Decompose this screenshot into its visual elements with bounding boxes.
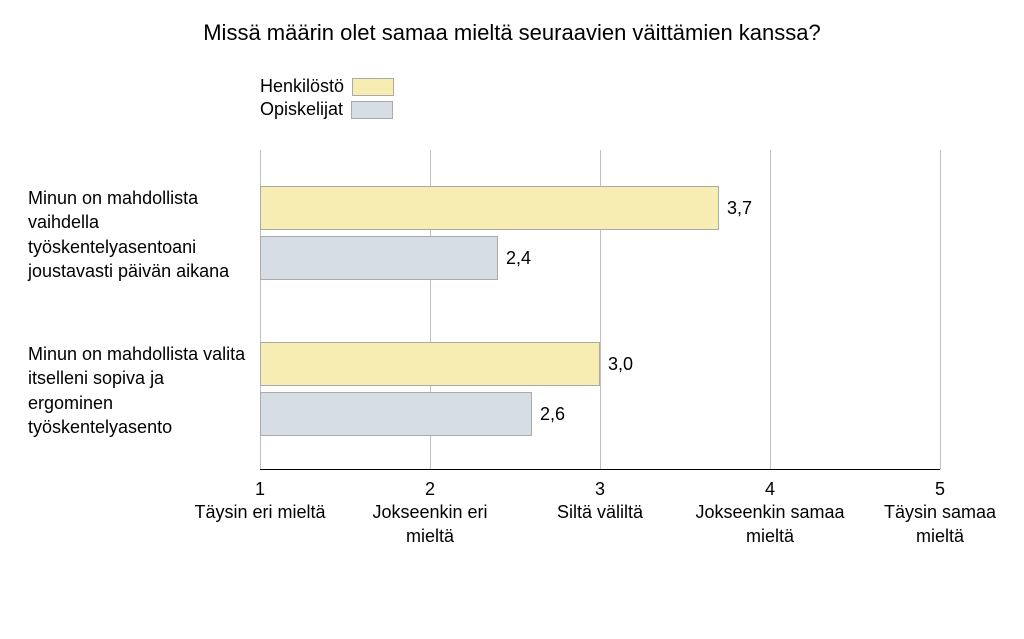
legend-swatch: [351, 101, 393, 119]
x-tick-text: Siltä väliltä: [525, 501, 675, 524]
category-label: Minun on mahdollista valita itselleni so…: [28, 342, 248, 439]
x-tick-label: 2 Jokseenkin eri mieltä: [355, 478, 505, 548]
legend-item-henkilosto: Henkilöstö: [260, 76, 394, 97]
chart-title: Missä määrin olet samaa mieltä seuraavie…: [0, 20, 1024, 46]
plot-area: 3,7 2,4 3,0 2,6: [260, 150, 940, 470]
x-tick-num: 1: [185, 478, 335, 501]
x-tick-label: 1 Täysin eri mieltä: [185, 478, 335, 525]
bar-opiskelijat: [260, 236, 498, 280]
legend-label: Henkilöstö: [260, 76, 344, 97]
legend-swatch: [352, 78, 394, 96]
x-axis-line: [260, 469, 940, 470]
bar-value-label: 3,7: [727, 198, 752, 219]
x-tick-num: 4: [695, 478, 845, 501]
x-tick-text: Täysin eri mieltä: [185, 501, 335, 524]
legend: Henkilöstö Opiskelijat: [260, 76, 394, 122]
x-tick-num: 3: [525, 478, 675, 501]
x-tick-text: Jokseenkin eri mieltä: [355, 501, 505, 548]
category-label: Minun on mahdollista vaihdella työskente…: [28, 186, 248, 283]
bar-henkilosto: [260, 186, 719, 230]
gridline: [940, 150, 941, 470]
x-tick-label: 5 Täysin samaa mieltä: [865, 478, 1015, 548]
x-tick-num: 5: [865, 478, 1015, 501]
bar-value-label: 2,6: [540, 404, 565, 425]
x-tick-text: Jokseenkin samaa mieltä: [695, 501, 845, 548]
x-tick-label: 4 Jokseenkin samaa mieltä: [695, 478, 845, 548]
x-tick-text: Täysin samaa mieltä: [865, 501, 1015, 548]
bar-henkilosto: [260, 342, 600, 386]
chart-container: Missä määrin olet samaa mieltä seuraavie…: [0, 0, 1024, 639]
bar-value-label: 2,4: [506, 248, 531, 269]
bar-opiskelijat: [260, 392, 532, 436]
legend-item-opiskelijat: Opiskelijat: [260, 99, 394, 120]
x-tick-label: 3 Siltä väliltä: [525, 478, 675, 525]
gridline: [770, 150, 771, 470]
bar-value-label: 3,0: [608, 354, 633, 375]
legend-label: Opiskelijat: [260, 99, 343, 120]
x-tick-num: 2: [355, 478, 505, 501]
